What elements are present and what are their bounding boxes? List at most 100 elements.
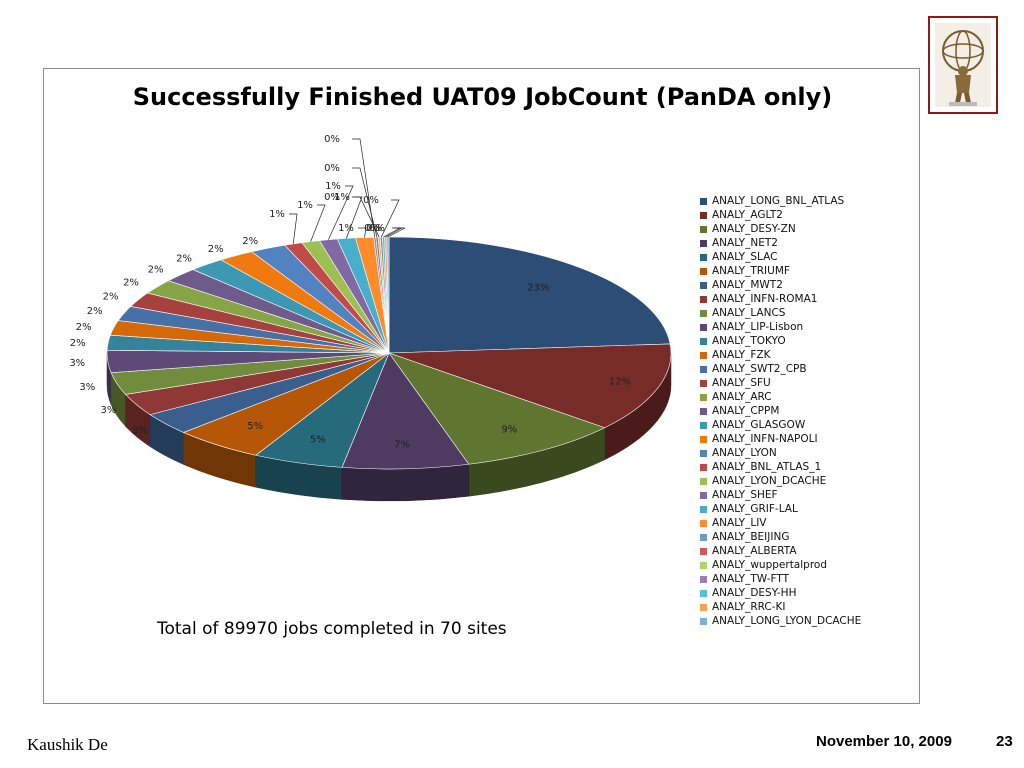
- legend-item: ANALY_CPPM: [700, 404, 861, 418]
- pie-slice-label: 2%: [103, 291, 119, 302]
- legend-item: ANALY_DESY-HH: [700, 586, 861, 600]
- legend-swatch: [700, 393, 707, 401]
- pie-slice-label: 2%: [242, 236, 258, 247]
- legend-item: ANALY_LYON: [700, 446, 861, 460]
- legend-swatch: [700, 351, 707, 359]
- pie-slice-label: 1%: [297, 200, 313, 211]
- pie-slice-label: 2%: [76, 322, 92, 333]
- pie-slice-label: 0%: [369, 223, 385, 234]
- pie-label-leader: [328, 185, 354, 240]
- legend-swatch: [700, 505, 707, 513]
- legend-item: ANALY_AGLT2: [700, 208, 861, 222]
- pie-chart: 23%12%9%7%5%5%3%3%3%3%2%2%2%2%2%2%2%2%2%…: [69, 134, 672, 502]
- legend-swatch: [700, 603, 707, 611]
- pie-label-leader: [387, 227, 406, 238]
- pie-label-leader: [310, 204, 326, 242]
- pie-slice-label: 5%: [310, 435, 326, 446]
- page-number: 23: [996, 733, 1013, 750]
- legend-swatch: [700, 197, 707, 205]
- legend-item: ANALY_SHEF: [700, 488, 861, 502]
- legend-label: ANALY_SFU: [712, 377, 771, 389]
- legend-swatch: [700, 449, 707, 457]
- pie-label-leader: [381, 199, 400, 238]
- pie-slice-label: 3%: [79, 382, 95, 393]
- legend-label: ANALY_LIV: [712, 517, 767, 529]
- legend-label: ANALY_INFN-ROMA1: [712, 293, 818, 305]
- legend-item: ANALY_ALBERTA: [700, 544, 861, 558]
- legend-item: ANALY_FZK: [700, 348, 861, 362]
- legend-swatch: [700, 519, 707, 527]
- pie-slice-label: 7%: [394, 439, 410, 450]
- legend-label: ANALY_LANCS: [712, 307, 786, 319]
- legend-label: ANALY_CPPM: [712, 405, 780, 417]
- chart-note: Total of 89970 jobs completed in 70 site…: [157, 619, 507, 639]
- legend-swatch: [700, 421, 707, 429]
- legend-swatch: [700, 547, 707, 555]
- legend-swatch: [700, 225, 707, 233]
- legend-label: ANALY_wuppertalprod: [712, 559, 827, 571]
- legend-swatch: [700, 463, 707, 471]
- legend-item: ANALY_SLAC: [700, 250, 861, 264]
- atlas-logo-image: [935, 23, 991, 107]
- legend-swatch: [700, 281, 707, 289]
- pie-label-leader: [383, 227, 401, 238]
- legend-swatch: [700, 309, 707, 317]
- legend-label: ANALY_BNL_ATLAS_1: [712, 461, 822, 473]
- pie-slice-label: 9%: [501, 425, 517, 436]
- pie-slice-label: 1%: [269, 209, 285, 220]
- legend-label: ANALY_ARC: [712, 391, 772, 403]
- pie-label-leader: [352, 138, 376, 238]
- legend-label: ANALY_LIP-Lisbon: [712, 321, 804, 333]
- legend-swatch: [700, 379, 707, 387]
- pie-slice-label: 12%: [609, 377, 631, 388]
- legend-swatch: [700, 477, 707, 485]
- legend-swatch: [700, 589, 707, 597]
- pie-slice-label: 0%: [364, 223, 380, 234]
- pie-slice-label: 1%: [338, 223, 354, 234]
- pie-slice-side: [341, 463, 470, 502]
- pie-slice: [388, 352, 606, 465]
- legend-item: ANALY_SWT2_CPB: [700, 362, 861, 376]
- pie-slice: [388, 343, 672, 429]
- pie-slice-label: 2%: [70, 338, 86, 349]
- legend-swatch: [700, 561, 707, 569]
- legend-item: ANALY_LYON_DCACHE: [700, 474, 861, 488]
- legend-label: ANALY_TW-FTT: [712, 573, 789, 585]
- legend-swatch: [700, 435, 707, 443]
- pie-label-leader: [352, 196, 380, 238]
- legend-item: ANALY_BEIJING: [700, 530, 861, 544]
- legend-label: ANALY_DESY-ZN: [712, 223, 796, 235]
- legend-item: ANALY_MWT2: [700, 278, 861, 292]
- pie-label-leader: [385, 227, 403, 238]
- pie-slice-label: 1%: [334, 192, 350, 203]
- legend-swatch: [700, 323, 707, 331]
- legend-item: ANALY_TW-FTT: [700, 572, 861, 586]
- legend-item: ANALY_LIV: [700, 516, 861, 530]
- legend-item: ANALY_DESY-ZN: [700, 222, 861, 236]
- pie-slice-label: 1%: [325, 181, 341, 192]
- pie-slice: [388, 236, 671, 354]
- legend-label: ANALY_LYON: [712, 447, 777, 459]
- legend-swatch: [700, 407, 707, 415]
- legend-label: ANALY_NET2: [712, 237, 778, 249]
- legend-label: ANALY_AGLT2: [712, 209, 783, 221]
- pie-slice-label: 2%: [123, 277, 139, 288]
- legend-item: ANALY_GLASGOW: [700, 418, 861, 432]
- chart-frame: Successfully Finished UAT09 JobCount (Pa…: [43, 68, 920, 704]
- pie-slice-label: 2%: [176, 253, 192, 264]
- legend-item: ANALY_INFN-NAPOLI: [700, 432, 861, 446]
- legend-item: ANALY_BNL_ATLAS_1: [700, 460, 861, 474]
- legend-swatch: [700, 337, 707, 345]
- pie-slice-label: 2%: [87, 306, 103, 317]
- pie-slice-label: 0%: [366, 223, 382, 234]
- legend-item: ANALY_GRIF-LAL: [700, 502, 861, 516]
- legend-item: ANALY_wuppertalprod: [700, 558, 861, 572]
- slide-date: November 10, 2009: [816, 733, 952, 750]
- legend-label: ANALY_GLASGOW: [712, 419, 806, 431]
- legend-item: ANALY_LONG_BNL_ATLAS: [700, 194, 861, 208]
- pie-slice: [341, 352, 470, 470]
- pie-slice-label: 3%: [132, 426, 148, 437]
- legend-swatch: [700, 533, 707, 541]
- legend-swatch: [700, 365, 707, 373]
- pie-slice-label: 0%: [324, 192, 340, 203]
